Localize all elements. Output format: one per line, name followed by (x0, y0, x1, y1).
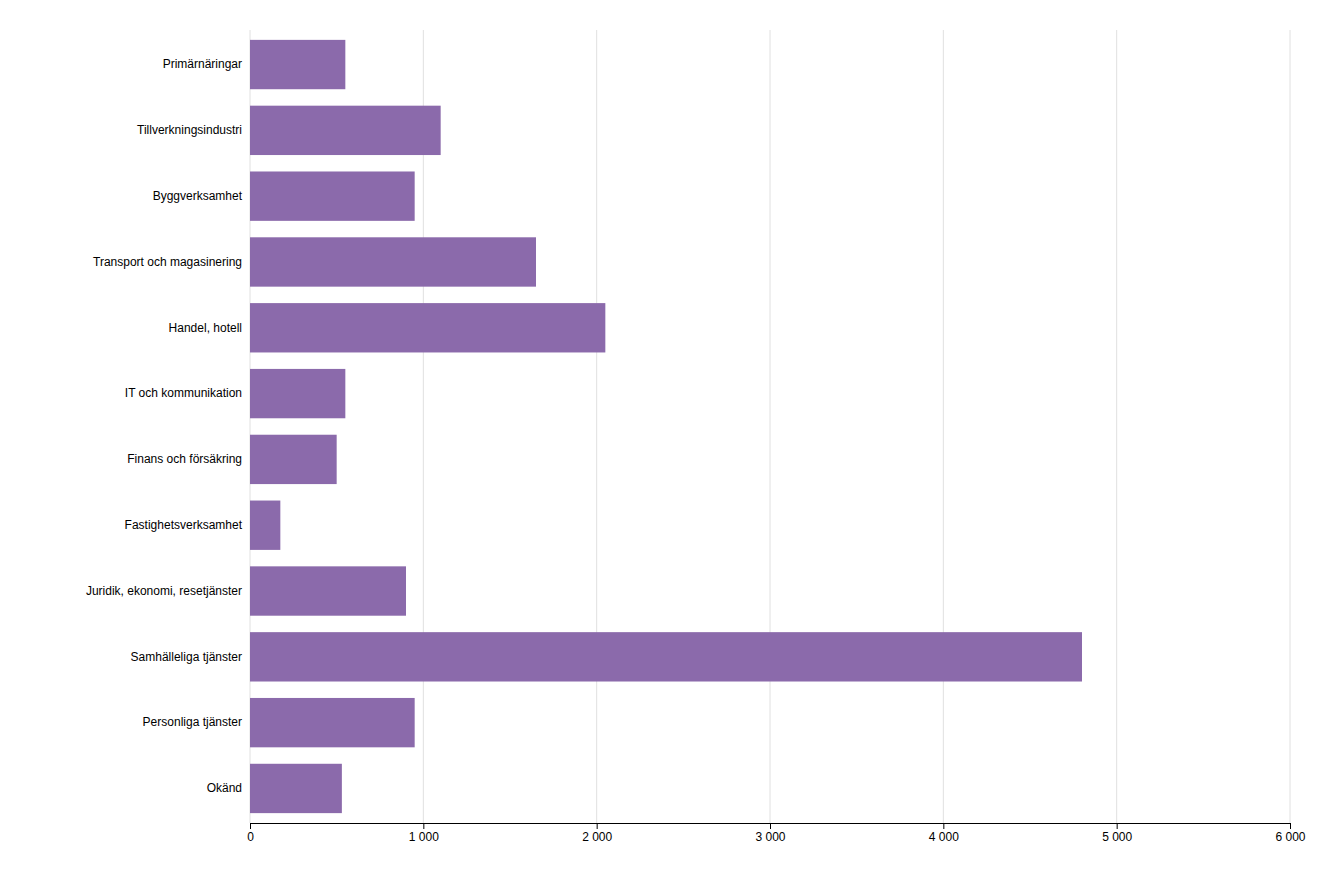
bar (250, 369, 345, 418)
bars (250, 40, 1082, 813)
x-tick-label: 3 000 (755, 830, 785, 844)
x-tick-label: 2 000 (582, 830, 612, 844)
y-tick-label: Fastighetsverksamhet (125, 518, 243, 532)
x-tick-mark (597, 823, 598, 829)
x-axis-line (251, 824, 1291, 830)
y-tick: Primärnäringar (163, 57, 250, 71)
y-tick-label: Transport och magasinering (93, 255, 242, 269)
y-tick: Transport och magasinering (93, 255, 250, 269)
y-tick-label: Byggverksamhet (153, 189, 243, 203)
y-tick: Fastighetsverksamhet (125, 518, 250, 532)
x-tick: 0 (247, 823, 254, 844)
x-tick-mark (1117, 823, 1118, 829)
x-tick-mark (943, 823, 944, 829)
x-tick: 2 000 (582, 823, 612, 844)
y-tick: Handel, hotell (169, 321, 250, 335)
bar (250, 632, 1082, 681)
x-tick: 4 000 (929, 823, 959, 844)
y-tick-label: IT och kommunikation (125, 386, 242, 400)
grid-line (1116, 30, 1117, 823)
y-tick: Okänd (207, 781, 250, 795)
x-tick-mark (423, 823, 424, 829)
bar (250, 698, 415, 747)
chart: 0 1 000 2 000 3 000 4 000 5 000 6 000 Okänd Pers… (0, 0, 1340, 873)
y-tick-label: Handel, hotell (169, 321, 242, 335)
y-axis: Okänd Personliga tjänster Samhälleliga tjä… (86, 57, 250, 795)
x-tick: 3 000 (755, 823, 785, 844)
x-axis: 0 1 000 2 000 3 000 4 000 5 000 6 000 (247, 823, 1306, 844)
plot: 0 1 000 2 000 3 000 4 000 5 000 6 000 Okänd Pers… (86, 30, 1306, 844)
bar (250, 40, 345, 89)
grid-line (596, 30, 597, 823)
y-tick-label: Samhälleliga tjänster (131, 650, 242, 664)
bar (250, 106, 441, 155)
y-tick: Personliga tjänster (143, 715, 250, 729)
x-tick-label: 1 000 (409, 830, 439, 844)
y-tick: Tillverkningsindustri (137, 123, 250, 137)
y-tick: Samhälleliga tjänster (131, 650, 250, 664)
x-tick-mark (1290, 823, 1291, 829)
x-tick-label: 0 (247, 830, 254, 844)
grid-line (943, 30, 944, 823)
bar (250, 303, 605, 352)
y-tick-label: Personliga tjänster (143, 715, 242, 729)
y-tick: Finans och försäkring (127, 452, 250, 466)
y-tick: IT och kommunikation (125, 386, 250, 400)
y-tick-label: Okänd (207, 781, 242, 795)
y-tick-label: Juridik, ekonomi, resetjänster (86, 584, 242, 598)
grid (250, 30, 1290, 823)
bar (250, 566, 406, 615)
grid-line (1290, 30, 1291, 823)
x-tick-label: 6 000 (1275, 830, 1305, 844)
x-tick-mark (250, 823, 251, 829)
x-tick: 5 000 (1102, 823, 1132, 844)
bar (250, 435, 337, 484)
bar (250, 764, 342, 813)
y-tick-label: Tillverkningsindustri (137, 123, 242, 137)
x-tick-label: 4 000 (929, 830, 959, 844)
y-tick: Juridik, ekonomi, resetjänster (86, 584, 250, 598)
y-tick: Byggverksamhet (153, 189, 250, 203)
grid-line (770, 30, 771, 823)
x-tick: 1 000 (409, 823, 439, 844)
y-tick-label: Finans och försäkring (127, 452, 242, 466)
bar (250, 501, 280, 550)
x-tick-mark (770, 823, 771, 829)
y-tick-label: Primärnäringar (163, 57, 242, 71)
x-tick: 6 000 (1275, 823, 1305, 844)
bar (250, 171, 415, 220)
x-tick-label: 5 000 (1102, 830, 1132, 844)
bar (250, 237, 536, 286)
